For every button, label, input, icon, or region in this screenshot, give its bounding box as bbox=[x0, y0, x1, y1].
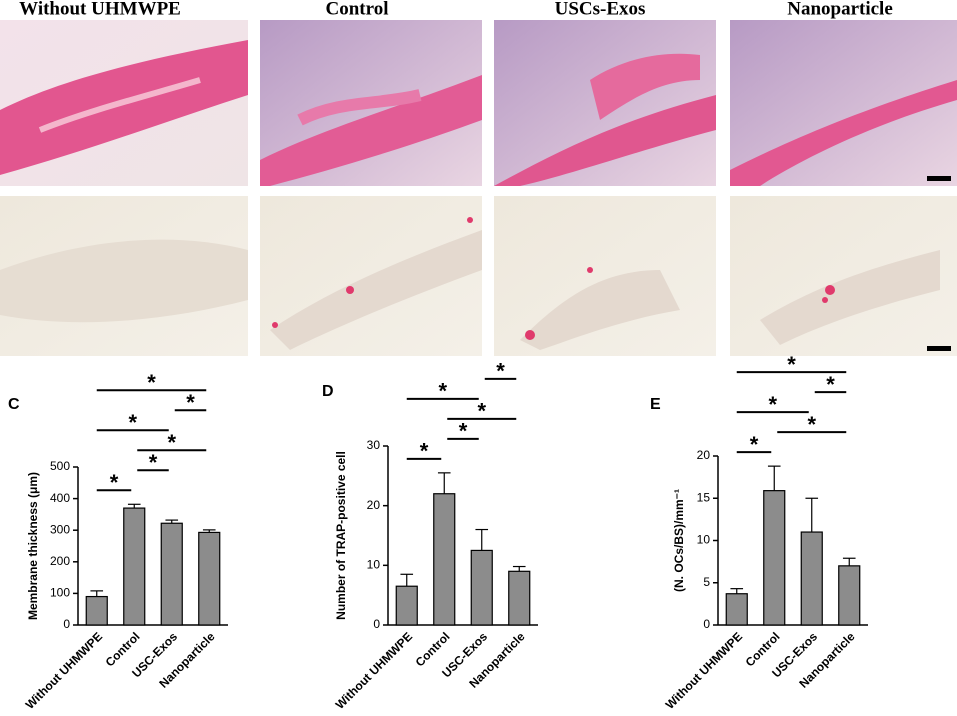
bar bbox=[160, 522, 183, 626]
bar bbox=[198, 531, 221, 626]
y-tick-label: 0 bbox=[703, 617, 710, 631]
histology-image bbox=[0, 20, 248, 186]
x-tick-label: Without UHMWPE bbox=[333, 629, 415, 711]
significance-star: * bbox=[186, 390, 195, 415]
y-tick-label: 0 bbox=[63, 617, 70, 631]
bar bbox=[433, 493, 456, 626]
significance-star: * bbox=[768, 392, 777, 417]
significance-star: * bbox=[496, 359, 505, 384]
bar bbox=[508, 570, 531, 626]
significance-star: * bbox=[750, 432, 759, 457]
bar bbox=[763, 490, 786, 626]
panel-label: C bbox=[8, 396, 20, 413]
bar bbox=[800, 531, 823, 626]
bar bbox=[123, 507, 146, 626]
significance-star: * bbox=[826, 372, 835, 397]
column-title: Control bbox=[326, 0, 389, 19]
y-tick-label: 300 bbox=[50, 522, 70, 536]
significance-star: * bbox=[459, 419, 468, 444]
bar bbox=[85, 595, 108, 626]
significance-star: * bbox=[420, 439, 429, 464]
bar bbox=[470, 549, 493, 626]
panel-label: E bbox=[650, 396, 661, 413]
y-tick-label: 20 bbox=[367, 498, 381, 512]
column-title: USCs-Exos bbox=[555, 0, 646, 19]
significance-star: * bbox=[110, 470, 119, 495]
histology-image bbox=[260, 196, 482, 356]
y-tick-label: 10 bbox=[367, 558, 381, 572]
bar bbox=[725, 593, 748, 626]
significance-star: * bbox=[477, 399, 486, 424]
significance-star: * bbox=[807, 412, 816, 437]
y-tick-label: 10 bbox=[697, 533, 711, 547]
significance-star: * bbox=[147, 370, 156, 395]
panel-label: D bbox=[322, 383, 334, 400]
y-axis-title: Number of TRAP-positive cell bbox=[334, 451, 348, 620]
y-tick-label: 20 bbox=[697, 448, 711, 462]
x-tick-label: Without UHMWPE bbox=[663, 629, 745, 711]
y-tick-label: 200 bbox=[50, 554, 70, 568]
y-axis-title: Membrane thickness (μm) bbox=[26, 472, 40, 620]
y-tick-label: 500 bbox=[50, 459, 70, 473]
significance-star: * bbox=[128, 410, 137, 435]
bar bbox=[838, 565, 861, 626]
x-tick-label: Without UHMWPE bbox=[23, 629, 105, 711]
column-title: Without UHMWPE bbox=[19, 0, 181, 19]
histology-image bbox=[0, 196, 248, 356]
significance-star: * bbox=[438, 379, 447, 404]
histology-image bbox=[494, 20, 716, 186]
histology-image bbox=[730, 20, 957, 186]
y-axis-title: (N. OCs/BS)/mm⁻¹ bbox=[672, 489, 686, 592]
bar bbox=[395, 585, 418, 626]
histology-image bbox=[494, 196, 716, 356]
histology-image bbox=[730, 196, 957, 356]
significance-star: * bbox=[167, 430, 176, 455]
y-tick-label: 30 bbox=[367, 438, 381, 452]
y-tick-label: 400 bbox=[50, 491, 70, 505]
significance-star: * bbox=[149, 450, 158, 475]
y-tick-label: 5 bbox=[703, 575, 710, 589]
y-tick-label: 15 bbox=[697, 490, 711, 504]
significance-star: * bbox=[787, 352, 796, 377]
column-title: Nanoparticle bbox=[787, 0, 893, 19]
histology-image bbox=[260, 20, 482, 186]
y-tick-label: 100 bbox=[50, 586, 70, 600]
y-tick-label: 0 bbox=[373, 617, 380, 631]
